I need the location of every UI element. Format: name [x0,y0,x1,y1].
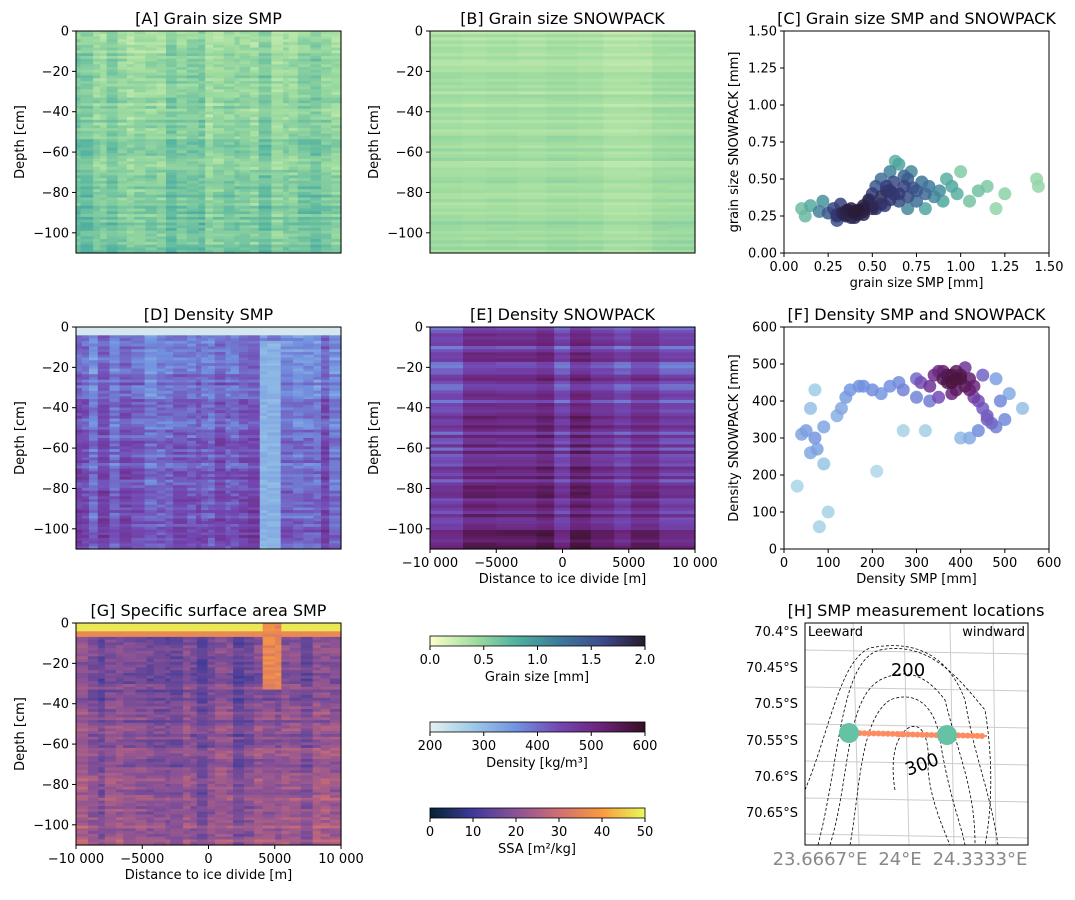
y-tick-label: 0.50 [748,173,777,188]
scatter-point [887,187,900,200]
x-tick-label: 1.25 [990,260,1019,275]
y-tick-label: −40 [396,105,423,120]
y-tick-label: −20 [42,65,69,80]
scatter-point [1032,180,1045,193]
scatter-point [990,202,1003,215]
y-tick-label: −20 [396,65,423,80]
x-tick-label: 0.25 [814,260,843,275]
scatter-point [963,195,976,208]
scatter-point [972,184,985,197]
axes-frame [784,31,1049,253]
y-tick-label: −100 [33,226,69,241]
y-tick-label: 1.50 [748,25,777,40]
y-tick-label: −40 [42,105,69,120]
x-tick-label: 1.00 [946,260,975,275]
panel-title: [C] Grain size SMP and SNOWPACK [777,9,1056,28]
scatter-point [945,180,958,193]
y-tick-label: −100 [387,226,423,241]
scatter-point [998,187,1011,200]
x-tick-label: 1.50 [1035,260,1064,275]
x-axis-label: grain size SMP [mm] [850,276,984,291]
x-tick-label: 0.50 [858,260,887,275]
y-axis-label: Depth [cm] [13,105,28,179]
y-tick-label: 0 [415,25,423,40]
y-tick-label: −60 [396,146,423,161]
y-tick-label: −80 [396,186,423,201]
y-tick-label: 0.75 [748,136,777,151]
y-tick-label: 1.00 [748,99,777,114]
panel-C: [C] Grain size SMP and SNOWPACK 0.00 0.25 0… [727,9,1063,291]
panel-title: [B] Grain size SNOWPACK [460,9,665,28]
x-tick-label: 0.00 [770,260,799,275]
scatter-point [848,205,861,218]
y-tick-label: 0.25 [748,210,777,225]
y-tick-label: 0 [61,25,69,40]
panel-B: [B] Grain size SNOWPACK 0 −20 −40 −60 −80 −100… [367,9,696,254]
y-axis-label: Depth [cm] [367,105,382,179]
y-tick-label: −60 [42,146,69,161]
panel-A: [A] Grain size SMP 0 −20 −40 −60 −80 −100 Depth… [13,9,342,254]
y-tick-label: −80 [42,186,69,201]
x-tick-label: 0.75 [902,260,931,275]
y-axis-label: grain size SNOWPACK [mm] [727,52,742,233]
y-tick-label: 1.25 [748,62,777,77]
panel-title: [A] Grain size SMP [135,9,282,28]
scatter-point [954,165,967,178]
